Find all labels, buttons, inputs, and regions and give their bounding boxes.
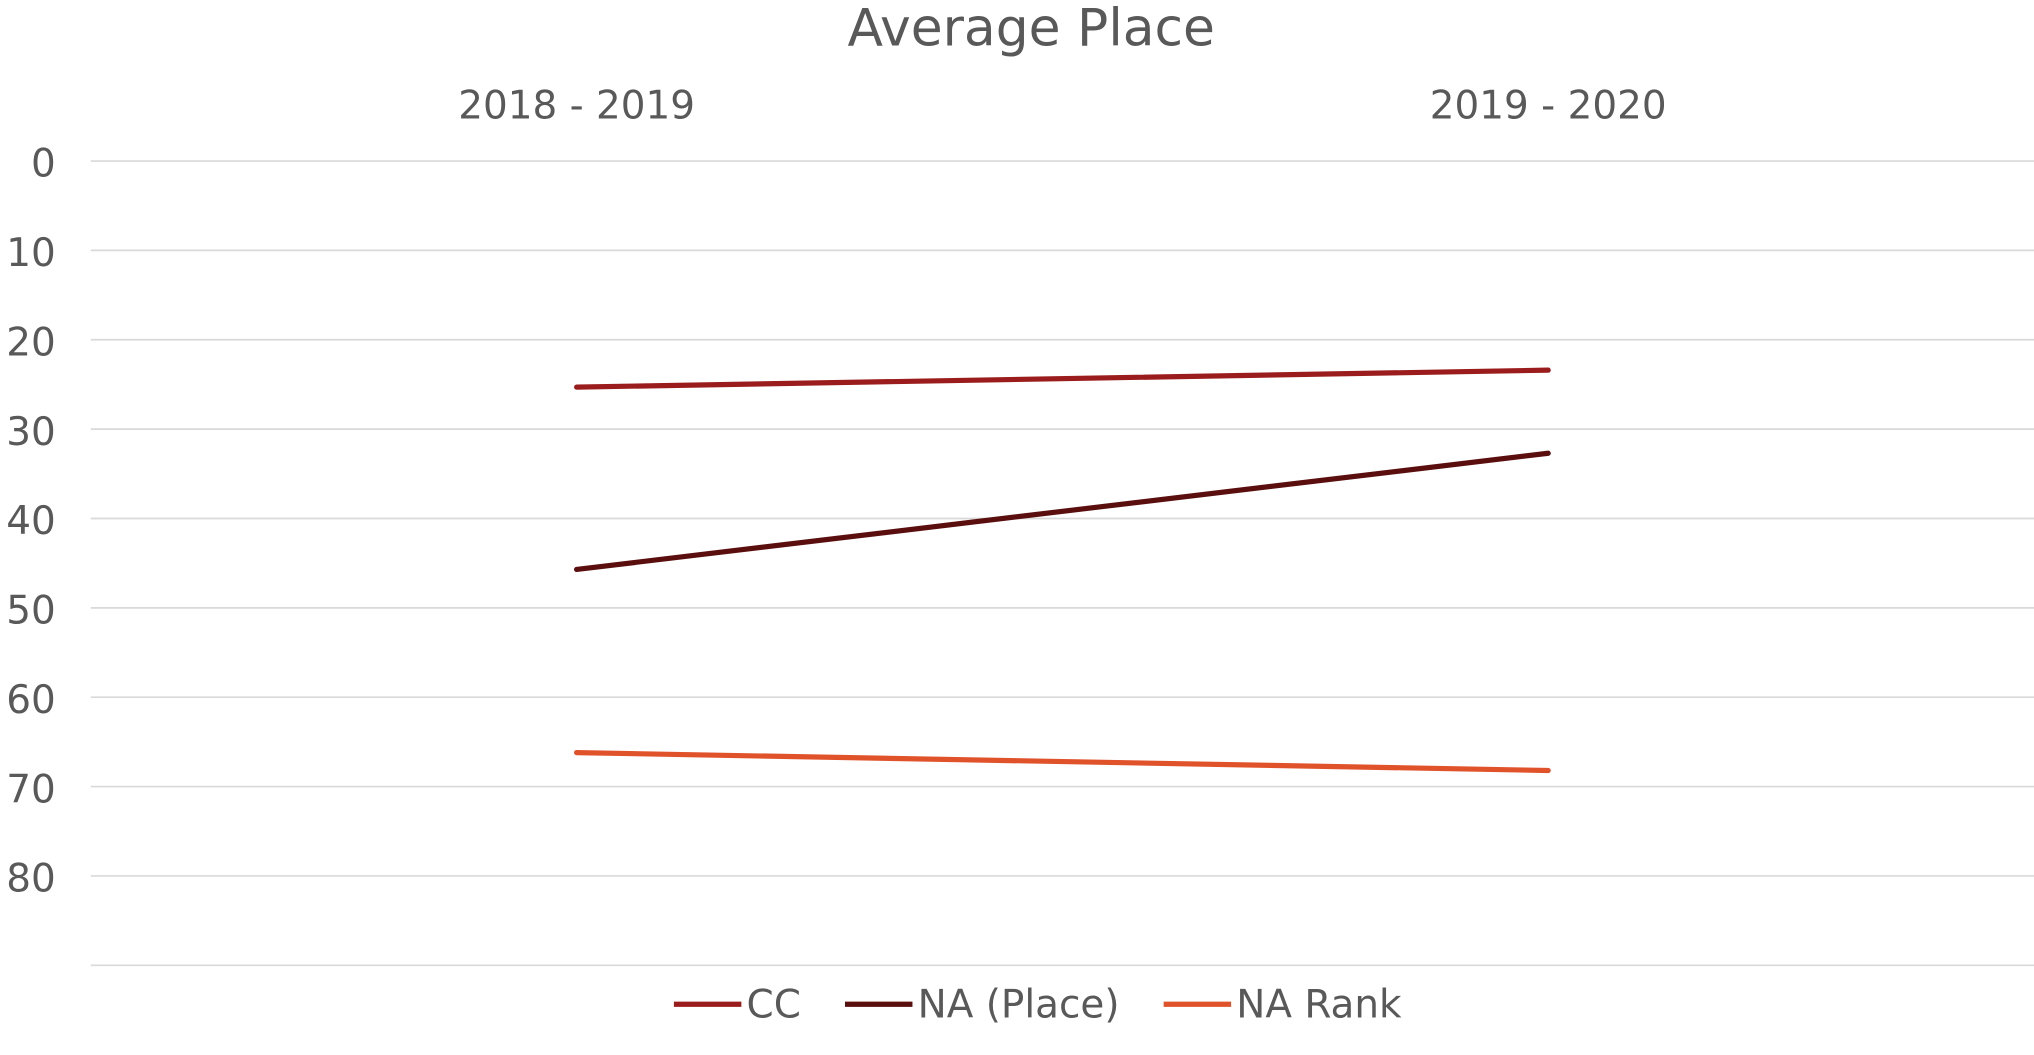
- series-line: [574, 367, 1551, 390]
- legend-label: NA Rank: [1236, 982, 1402, 1027]
- y-tick-label: 50: [6, 589, 56, 634]
- y-tick-label: 30: [6, 410, 56, 455]
- y-tick-label: 10: [6, 231, 56, 276]
- x-tick-label: 2019 - 2020: [1430, 83, 1667, 128]
- series-line: [574, 750, 1551, 774]
- legend: CC NA (Place) NA Rank: [673, 982, 1402, 1027]
- y-tick-label: 0: [31, 142, 56, 187]
- y-tick-label: 20: [6, 320, 56, 365]
- series-line: [574, 450, 1551, 573]
- y-tick-label: 40: [6, 499, 56, 544]
- chart-title: Average Place: [848, 0, 1215, 58]
- legend-label: CC: [747, 982, 801, 1027]
- y-tick-label: 60: [6, 678, 56, 723]
- legend-label: NA (Place): [918, 982, 1120, 1027]
- y-tick-label: 70: [6, 767, 56, 812]
- y-tick-label: 80: [6, 857, 56, 902]
- x-tick-label: 2018 - 2019: [458, 83, 695, 128]
